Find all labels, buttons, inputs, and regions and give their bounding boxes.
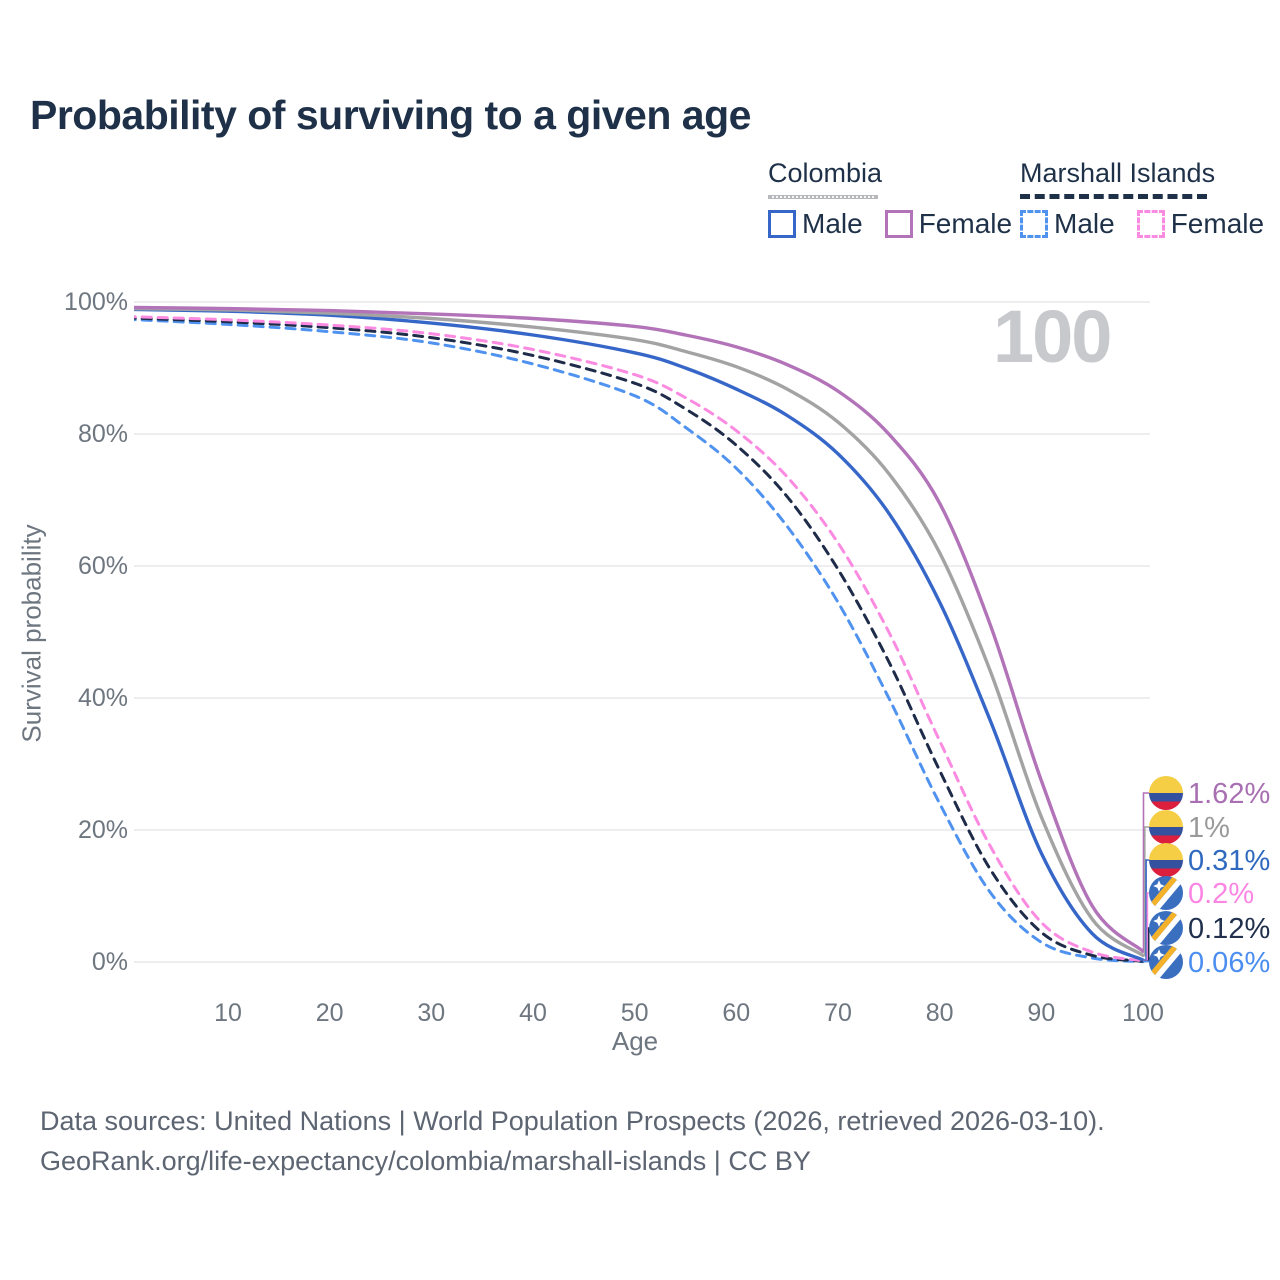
y-tick-label: 60% (77, 552, 128, 580)
legend-item-label: Female (1170, 208, 1265, 239)
page-title: Probability of surviving to a given age (30, 92, 751, 138)
end-label-value-colombia-both-sexes: 1% (1188, 812, 1230, 844)
x-tick-label: 100 (1122, 999, 1164, 1027)
y-axis-title: Survival probability (16, 524, 47, 743)
legend-item-marshall-female[interactable]: Female (1136, 208, 1265, 240)
legend-group-colombia: Colombia Male Female (768, 158, 1012, 240)
curve-colombia-male[interactable] (126, 307, 1145, 962)
colombia-male-swatch-icon (768, 210, 796, 238)
end-label-value-marshall-islands-male: 0.06% (1188, 947, 1270, 979)
x-tick-label: 20 (315, 999, 344, 1027)
gridlines (134, 301, 1150, 963)
legend-item-label: Female (918, 208, 1013, 239)
x-tick-label: 40 (519, 999, 547, 1027)
colombia-female-swatch-icon (884, 210, 913, 238)
x-tick-label: 30 (417, 999, 446, 1027)
x-axis-title: Age (611, 1026, 659, 1056)
footer-data-sources: Data sources: United Nations | World Pop… (40, 1106, 1105, 1136)
legend-group-marshall-islands: Marshall Islands Male Female (1020, 158, 1264, 240)
x-tick-label: 90 (1027, 999, 1056, 1027)
legend-heading-colombia: Colombia (768, 158, 883, 188)
end-label-value-colombia-female: 1.62% (1188, 778, 1270, 810)
y-tick-label: 40% (77, 684, 128, 712)
marshall-islands-dashed-line-icon (1020, 194, 1207, 199)
end-label-leader-line (1142, 792, 1150, 953)
y-tick-label: 80% (77, 420, 128, 448)
y-tick-label: 0% (91, 948, 128, 976)
legend-heading-marshall-islands: Marshall Islands (1020, 158, 1216, 188)
legend-item-colombia-female[interactable]: Female (884, 208, 1013, 240)
y-tick-label: 100% (64, 288, 128, 316)
marshall-male-swatch-icon (1020, 210, 1048, 238)
x-tick-label: 10 (214, 999, 242, 1027)
x-tick-label: 50 (620, 999, 649, 1027)
colombia-flag-icon (1149, 776, 1183, 810)
y-tick-label: 20% (77, 816, 128, 844)
end-label-value-marshall-islands-female: 0.2% (1188, 878, 1254, 910)
x-tick-label: 80 (925, 999, 954, 1027)
colombia-solid-line-icon (768, 195, 878, 199)
colombia-flag-icon (1149, 843, 1183, 877)
curve-marshall-islands-female[interactable] (126, 315, 1145, 963)
curve-marshall-islands-male[interactable] (126, 318, 1145, 964)
legend-item-label: Male (1054, 208, 1115, 239)
marshall-islands-flag-icon (1146, 904, 1188, 951)
marshall-female-swatch-icon (1136, 210, 1165, 238)
curve-colombia-female[interactable] (126, 305, 1145, 953)
colombia-flag-icon (1149, 810, 1183, 844)
legend-item-colombia-male[interactable]: Male (768, 208, 863, 240)
end-label-leader-line (1143, 826, 1150, 957)
end-label-value-marshall-islands-both-sexes: 0.12% (1188, 913, 1270, 945)
age-watermark: 100 (993, 295, 1112, 378)
curve-colombia-both-sexes[interactable] (126, 306, 1145, 958)
legend-item-marshall-male[interactable]: Male (1020, 208, 1115, 240)
x-tick-label: 70 (824, 999, 852, 1027)
x-tick-label: 60 (722, 999, 751, 1027)
legend-item-label: Male (802, 208, 863, 239)
footer-attribution: GeoRank.org/life-expectancy/colombia/mar… (40, 1146, 811, 1176)
end-label-value-colombia-male: 0.31% (1188, 845, 1270, 877)
curve-marshall-islands-both-sexes[interactable] (126, 316, 1145, 963)
